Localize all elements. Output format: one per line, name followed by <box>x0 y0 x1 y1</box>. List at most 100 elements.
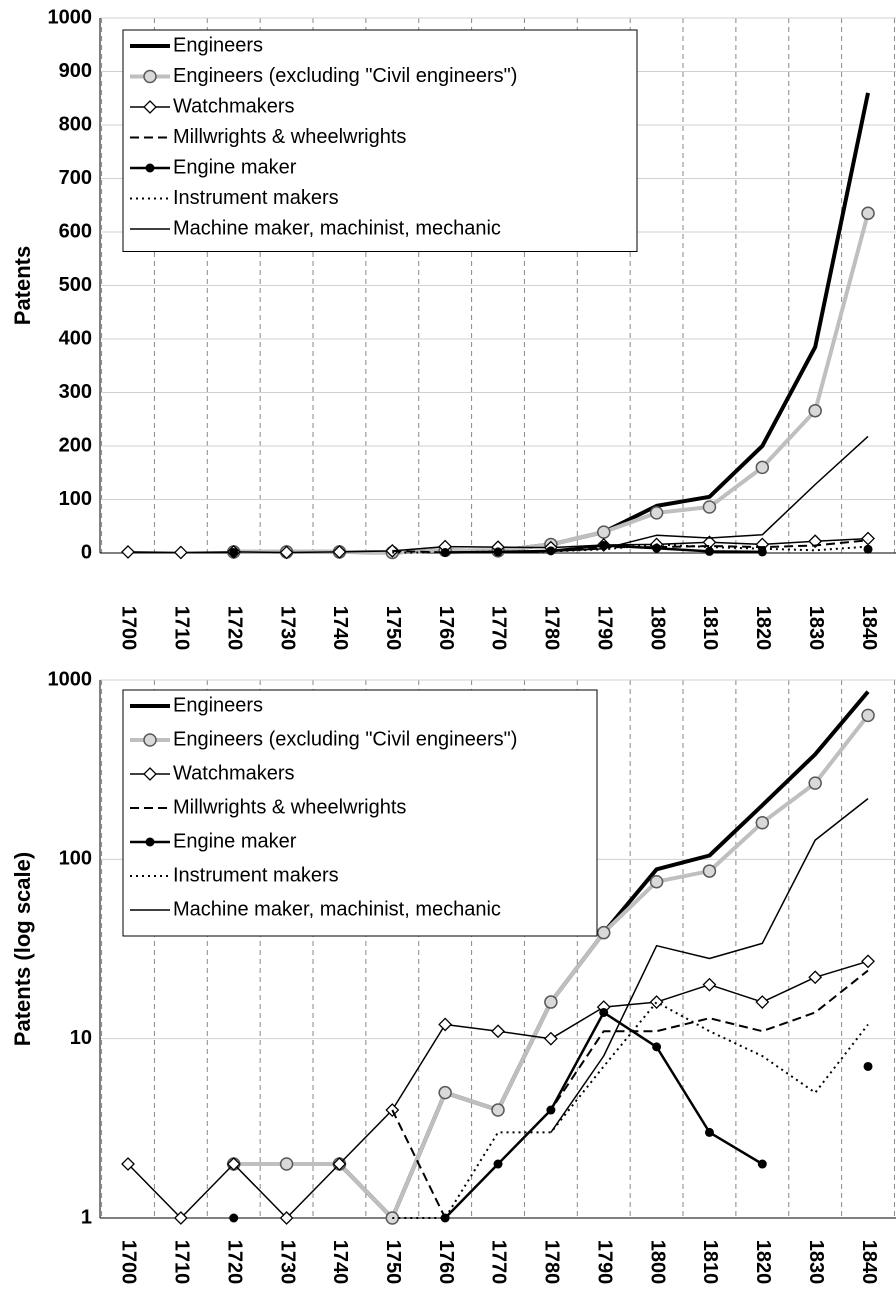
marker <box>755 995 770 1009</box>
x-tick-label: 1810 <box>699 1240 721 1285</box>
x-tick-label: 1790 <box>593 1240 615 1285</box>
marker <box>861 954 875 969</box>
x-tick-label: 1750 <box>382 606 404 651</box>
marker <box>755 460 770 475</box>
marker <box>704 546 714 556</box>
marker <box>544 995 558 1009</box>
legend-box <box>122 689 598 937</box>
legend-label: Watchmakers <box>173 95 295 117</box>
x-tick-label: 1840 <box>858 606 880 651</box>
x-tick-label: 1760 <box>435 606 457 651</box>
legend-label: Engine maker <box>173 830 297 852</box>
x-tick-label: 1740 <box>329 606 351 651</box>
x-tick-label: 1740 <box>329 1240 351 1285</box>
series <box>392 543 869 554</box>
series <box>229 541 873 557</box>
marker <box>385 543 400 558</box>
marker <box>279 545 294 560</box>
marker <box>861 206 875 221</box>
x-tick-label: 1720 <box>223 606 245 651</box>
y-tick-label: 200 <box>59 434 92 456</box>
marker <box>491 1024 505 1039</box>
y-tick-label: 800 <box>59 113 92 135</box>
y-tick-label: 400 <box>59 327 92 349</box>
y-tick-label: 300 <box>59 381 92 403</box>
x-tick-label: 1810 <box>699 606 721 651</box>
legend-item: Watchmakers <box>130 762 295 784</box>
y-tick-label: 0 <box>81 541 92 563</box>
marker <box>332 545 347 559</box>
marker <box>546 1105 556 1115</box>
legend-box <box>122 29 638 252</box>
legend-item: Engineers (excluding "Civil engineers") <box>130 728 517 750</box>
line <box>233 212 870 555</box>
y-axis-label: Patents (log scale) <box>10 852 35 1046</box>
marker <box>596 525 611 539</box>
marker <box>438 1085 452 1100</box>
legend-item: Engineers (excluding "Civil engineers") <box>130 65 517 87</box>
legend-label: Engineers <box>173 34 263 56</box>
legend-label: Engine maker <box>173 156 297 178</box>
marker <box>755 815 770 830</box>
legend-item: Engineers <box>130 694 263 716</box>
y-tick-label: 700 <box>59 167 92 189</box>
marker <box>649 874 664 889</box>
legend-item: Watchmakers <box>130 95 295 117</box>
marker <box>491 1103 505 1117</box>
legend-marker <box>145 163 155 173</box>
marker <box>649 506 664 520</box>
legend-label: Watchmakers <box>173 762 295 784</box>
marker <box>863 544 873 554</box>
marker <box>229 1213 239 1223</box>
legend-item: Engine maker <box>130 830 297 852</box>
legend-label: Engineers (excluding "Civil engineers") <box>173 65 517 87</box>
x-tick-label: 1840 <box>858 1240 880 1285</box>
marker <box>493 547 503 557</box>
legend-label: Machine maker, machinist, mechanic <box>173 898 501 920</box>
x-tick-label: 1820 <box>752 1240 774 1285</box>
y-tick-label: 100 <box>59 488 92 510</box>
marker <box>808 970 823 985</box>
x-tick-label: 1780 <box>541 1240 563 1285</box>
legend-label: Millwrights & wheelwrights <box>173 126 406 148</box>
marker <box>173 1211 188 1225</box>
y-tick-label: 1000 <box>48 6 93 28</box>
legend-item: Millwrights & wheelwrights <box>130 126 406 148</box>
marker <box>808 776 822 790</box>
legend-item: Machine maker, machinist, mechanic <box>130 898 501 920</box>
marker <box>863 1061 873 1071</box>
line <box>550 798 869 1133</box>
legend-label: Instrument makers <box>173 864 339 886</box>
legend-label: Instrument makers <box>173 187 339 209</box>
y-tick-label: 600 <box>59 220 92 242</box>
marker <box>704 1127 714 1137</box>
x-tick-label: 1800 <box>646 606 668 651</box>
y-tick-label: 100 <box>59 848 92 870</box>
marker <box>226 1157 241 1171</box>
legend-item: Engineers <box>130 34 263 56</box>
marker <box>596 925 611 940</box>
x-tick-label: 1790 <box>593 606 615 651</box>
marker <box>652 543 662 553</box>
marker <box>649 995 664 1009</box>
legend-marker <box>143 69 157 84</box>
marker <box>861 708 875 723</box>
y-tick-label: 1000 <box>48 668 93 690</box>
legend-item: Machine maker, machinist, mechanic <box>130 217 501 239</box>
marker <box>757 1159 767 1169</box>
series <box>229 1007 873 1223</box>
legend-marker <box>143 100 157 114</box>
line <box>550 435 869 553</box>
x-tick-label: 1730 <box>276 606 298 651</box>
legend-marker <box>143 767 157 781</box>
legend-label: Machine maker, machinist, mechanic <box>173 217 501 239</box>
x-tick-label: 1760 <box>435 1240 457 1285</box>
legend-label: Engineers <box>173 694 263 716</box>
x-tick-label: 1700 <box>118 606 140 651</box>
x-tick-label: 1710 <box>171 1240 193 1285</box>
y-tick-label: 10 <box>70 1027 92 1049</box>
x-tick-label: 1770 <box>488 606 510 651</box>
legend-item: Engine maker <box>130 156 297 178</box>
x-tick-label: 1830 <box>805 606 827 651</box>
